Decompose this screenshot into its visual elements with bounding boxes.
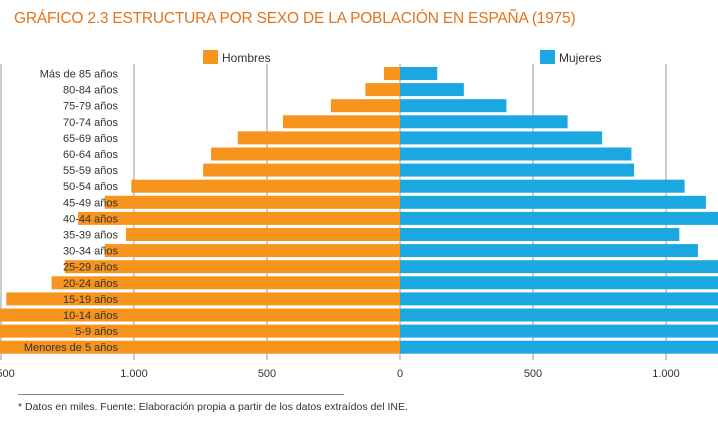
bar-hombres xyxy=(78,211,400,225)
bar-hombres xyxy=(211,147,400,161)
bar-mujeres xyxy=(400,292,718,306)
category-label: 15-19 años xyxy=(63,294,119,306)
x-tick-label: 1.000 xyxy=(652,368,680,380)
bar-hombres xyxy=(282,115,400,129)
bar-mujeres xyxy=(400,131,603,145)
bar-hombres xyxy=(104,244,401,258)
bar-hombres xyxy=(237,131,400,145)
category-label: 40-44 años xyxy=(63,213,119,225)
bar-mujeres xyxy=(400,244,698,258)
bar-hombres xyxy=(126,228,401,241)
x-tick-label: 1.000 xyxy=(120,368,148,380)
bar-mujeres xyxy=(400,211,718,225)
bar-mujeres xyxy=(400,67,438,80)
bar-hombres xyxy=(131,179,400,193)
bar-hombres xyxy=(6,292,400,306)
category-label: 20-24 años xyxy=(63,278,119,290)
category-label: 35-39 años xyxy=(63,230,119,242)
category-labels: Menores de 5 años 5-9 años 10-14 años 15-19… xyxy=(24,69,119,355)
category-label: 80-84 años xyxy=(63,85,119,97)
bar-hombres xyxy=(384,67,400,80)
category-label: 25-29 años xyxy=(63,262,119,274)
category-label: 65-69 años xyxy=(63,133,119,145)
bar-hombres xyxy=(365,83,400,97)
footnote-divider xyxy=(18,394,344,395)
bar-mujeres xyxy=(400,260,718,274)
bar-mujeres xyxy=(400,276,718,290)
bar-hombres xyxy=(0,308,401,322)
bar-hombres xyxy=(64,260,400,274)
bar-mujeres xyxy=(400,163,635,177)
bar-mujeres xyxy=(400,147,632,161)
bar-mujeres xyxy=(400,179,685,193)
category-label: 50-54 años xyxy=(63,181,119,193)
category-label: 75-79 años xyxy=(63,101,119,113)
category-label: 5-9 años xyxy=(75,326,118,338)
bar-mujeres xyxy=(400,83,464,97)
x-tick-label: 0 xyxy=(397,368,403,380)
bar-hombres xyxy=(51,276,400,290)
bar-hombres xyxy=(0,340,401,354)
bar-hombres xyxy=(104,195,401,209)
bar-mujeres xyxy=(400,308,718,322)
x-tick-label: 1.500 xyxy=(0,368,15,380)
bar-mujeres xyxy=(400,195,706,209)
population-pyramid-chart: Menores de 5 años 5-9 años 10-14 años 15-19… xyxy=(0,50,718,380)
bars xyxy=(0,67,718,354)
category-label: 45-49 años xyxy=(63,197,119,209)
category-label: Más de 85 años xyxy=(40,69,119,81)
bar-mujeres xyxy=(400,340,718,354)
legend-mujeres-swatch xyxy=(540,50,555,64)
x-tick-label: 500 xyxy=(524,368,542,380)
category-label: 60-64 años xyxy=(63,149,119,161)
bar-mujeres xyxy=(400,228,680,241)
x-tick-label: 500 xyxy=(258,368,276,380)
category-label: 55-59 años xyxy=(63,165,119,177)
legend: Hombres Mujeres xyxy=(203,50,602,65)
bar-mujeres xyxy=(400,115,568,129)
category-label: 10-14 años xyxy=(63,310,119,322)
legend-hombres-swatch xyxy=(203,50,218,64)
legend-mujeres-label: Mujeres xyxy=(559,51,602,65)
bar-hombres xyxy=(330,99,400,113)
category-label: 70-74 años xyxy=(63,117,119,129)
category-label: Menores de 5 años xyxy=(24,342,119,354)
category-label: 30-34 años xyxy=(63,246,119,258)
bar-mujeres xyxy=(400,324,718,338)
bar-hombres xyxy=(0,324,400,338)
legend-hombres-label: Hombres xyxy=(222,51,271,65)
chart-title: GRÁFICO 2.3 ESTRUCTURA POR SEXO DE LA PO… xyxy=(14,10,576,27)
bar-hombres xyxy=(203,163,400,177)
footnote: * Datos en miles. Fuente: Elaboración pr… xyxy=(18,401,408,413)
bar-mujeres xyxy=(400,99,507,113)
